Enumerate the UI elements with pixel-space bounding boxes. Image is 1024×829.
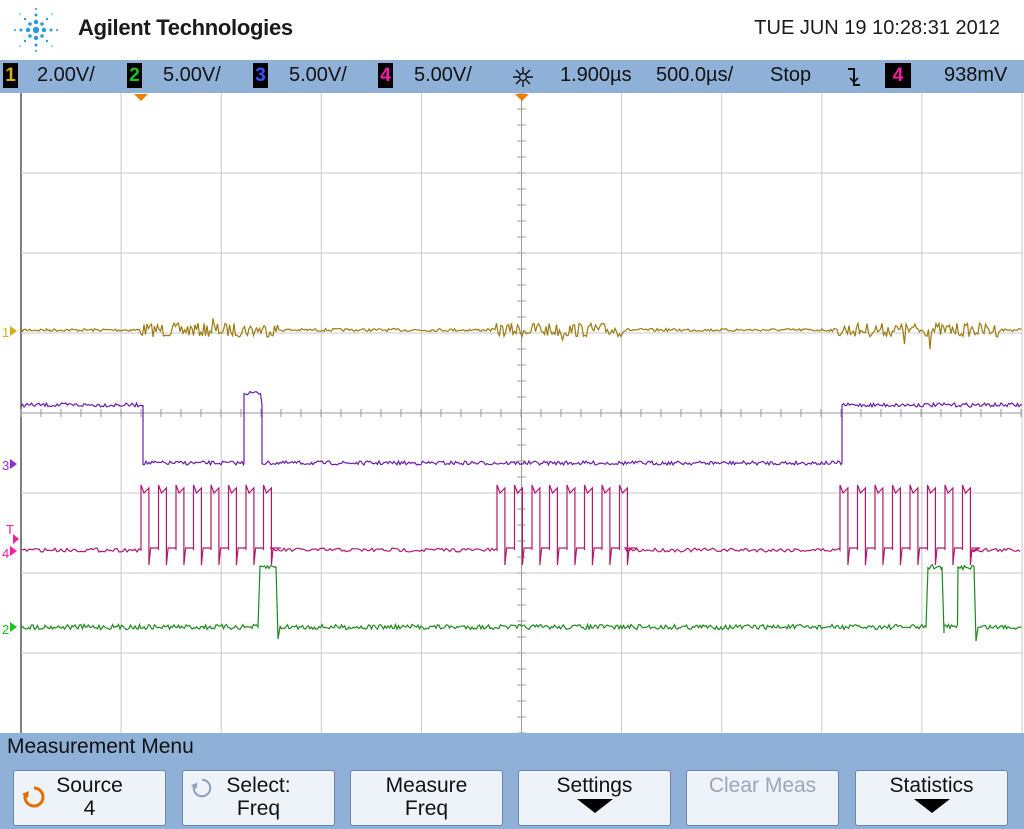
trigger-source-badge[interactable]: 4 (885, 63, 911, 88)
channel-3-badge[interactable]: 3 (253, 63, 268, 88)
rotate-knob-icon (22, 785, 46, 809)
arrow-down-icon (914, 799, 950, 813)
softkey-label: Statistics (856, 774, 1007, 797)
agilent-spark-logo-icon (10, 6, 62, 54)
falling-edge-icon (846, 66, 862, 88)
softkey-value: Freq (183, 797, 334, 820)
timebase-icon (510, 65, 536, 89)
select-softkey[interactable]: Select: Freq (182, 770, 335, 826)
source-softkey[interactable]: Source 4 (13, 770, 166, 826)
clear-meas-softkey[interactable]: Clear Meas (686, 770, 839, 826)
run-state: Stop (770, 64, 811, 87)
svg-text:4: 4 (2, 546, 9, 561)
channel-1-scale: 2.00V/ (37, 64, 95, 87)
status-bar: 1 2.00V/ 2 5.00V/ 3 5.00V/ 4 5.00V/ 1.90… (0, 60, 1024, 93)
channel-2-badge[interactable]: 2 (127, 63, 142, 88)
svg-text:3: 3 (2, 458, 9, 473)
svg-text:T: T (6, 522, 14, 537)
svg-text:2: 2 (2, 622, 9, 637)
header: Agilent Technologies TUE JUN 19 10:28:31… (0, 0, 1024, 60)
channel-1-badge[interactable]: 1 (3, 63, 18, 88)
settings-softkey[interactable]: Settings (518, 770, 671, 826)
softkey-label: Clear Meas (687, 774, 838, 797)
date-time: TUE JUN 19 10:28:31 2012 (754, 17, 1000, 40)
svg-text:1: 1 (2, 325, 9, 340)
brand-name: Agilent Technologies (78, 15, 293, 41)
statistics-softkey[interactable]: Statistics (855, 770, 1008, 826)
softkey-label: Measure (351, 774, 502, 797)
waveform-display: 1 3 T 4 2 (0, 93, 1024, 733)
softkey-menu: Measurement Menu Source 4 Select: Freq M… (0, 733, 1024, 829)
timescale-value: 500.0µs/ (656, 64, 733, 87)
measure-softkey[interactable]: Measure Freq (350, 770, 503, 826)
trigger-level: 938mV (944, 64, 1007, 87)
arrow-down-icon (577, 799, 613, 813)
channel-2-scale: 5.00V/ (163, 64, 221, 87)
menu-title: Measurement Menu (7, 735, 194, 759)
softkey-label: Settings (519, 774, 670, 797)
channel-4-scale: 5.00V/ (414, 64, 472, 87)
channel-4-badge[interactable]: 4 (378, 63, 393, 88)
channel-3-scale: 5.00V/ (289, 64, 347, 87)
delay-value: 1.900µs (560, 64, 632, 87)
softkey-value: Freq (351, 797, 502, 820)
rotate-knob-icon (191, 777, 213, 799)
